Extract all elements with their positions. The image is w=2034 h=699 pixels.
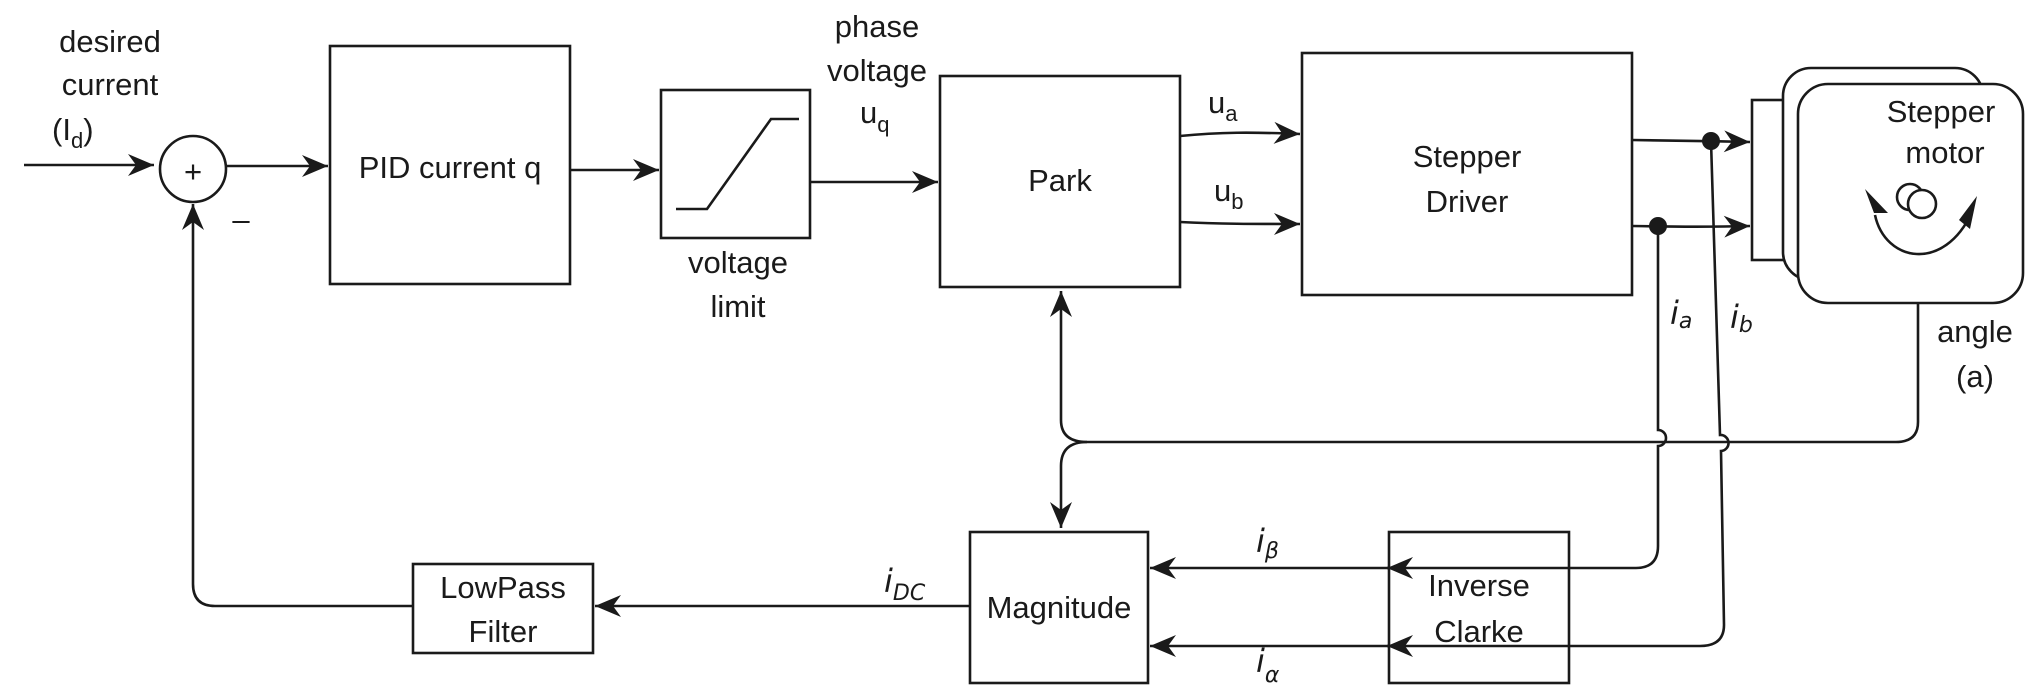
- pid-current-block: PID current q: [328, 44, 572, 286]
- connections: [24, 121, 1920, 657]
- voltage-limit-label-2: limit: [710, 289, 765, 324]
- park-label: Park: [1028, 163, 1092, 198]
- rotation-icon: [1865, 182, 1977, 256]
- ialpha-label: iα: [1256, 642, 1280, 688]
- angle-to-magnitude-wire: [1050, 440, 1088, 528]
- ib-label: ib: [1730, 298, 1753, 338]
- phase-voltage-label-2: voltage: [827, 53, 927, 88]
- magnitude-block: Magnitude: [968, 530, 1150, 685]
- idc-label: iDC: [884, 562, 926, 606]
- driver-to-motor-top-arrow: [1631, 130, 1751, 153]
- desired-current-symbol: (Id): [52, 112, 94, 153]
- ub-arrow: [1179, 212, 1301, 235]
- angle-feedback-wire: [1050, 291, 1920, 444]
- saturation-icon: [676, 117, 799, 211]
- park-block: Park: [938, 74, 1182, 289]
- stepper-motor-block: Stepper motor: [1750, 66, 2025, 305]
- pid-current-label: PID current q: [359, 150, 542, 185]
- ub-label: ub: [1214, 173, 1244, 214]
- angle-label-1: angle: [1937, 314, 2013, 349]
- lowpass-filter-block: LowPass Filter: [411, 562, 595, 655]
- ia-feedback-wire: [1387, 226, 1668, 579]
- voltage-limit-block: [659, 88, 812, 240]
- sum-plus-sign: +: [184, 154, 202, 189]
- desired-current-label-2: current: [62, 67, 159, 102]
- inverse-clarke-label-2: Clarke: [1434, 614, 1524, 649]
- ia-label: ia: [1670, 294, 1692, 334]
- stepper-motor-label-2: motor: [1905, 135, 1984, 170]
- magnitude-label: Magnitude: [987, 590, 1132, 625]
- driver-to-motor-bottom-arrow: [1631, 215, 1751, 238]
- stepper-driver-label-1: Stepper: [1413, 139, 1522, 174]
- inverse-clarke-label-1: Inverse: [1428, 568, 1530, 603]
- ib-feedback-wire: [1387, 140, 1730, 657]
- summing-junction: +: [158, 134, 228, 204]
- angle-label-2: (a): [1956, 359, 1994, 394]
- stepper-motor-label-1: Stepper: [1887, 94, 1996, 129]
- ua-label: ua: [1208, 85, 1238, 126]
- phase-voltage-label-1: phase: [835, 9, 919, 44]
- uq-label: uq: [860, 95, 890, 137]
- ua-arrow: [1179, 121, 1301, 144]
- lowpass-filter-label-1: LowPass: [440, 570, 566, 605]
- stepper-driver-block: Stepper Driver: [1300, 51, 1634, 297]
- lowpass-filter-label-2: Filter: [469, 614, 538, 649]
- filter-feedback-wire: [182, 204, 413, 608]
- inverse-clarke-block: Inverse Clarke: [1387, 530, 1571, 685]
- voltage-limit-label-1: voltage: [688, 245, 788, 280]
- desired-current-label-1: desired: [59, 24, 161, 59]
- sum-minus-sign: –: [232, 202, 250, 237]
- ibeta-label: iβ: [1256, 522, 1279, 564]
- stepper-driver-label-2: Driver: [1426, 184, 1509, 219]
